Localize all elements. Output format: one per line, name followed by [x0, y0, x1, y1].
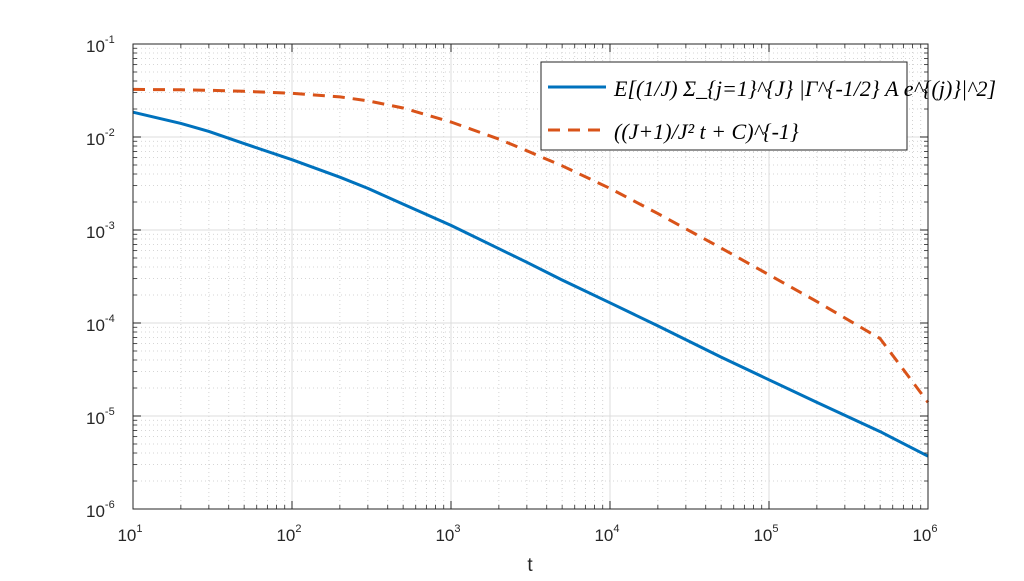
y-tick-label: 10-4 [86, 313, 115, 335]
y-tick-exponent: -4 [105, 313, 115, 325]
legend-box [540, 61, 908, 151]
y-tick-exponent: -3 [105, 220, 115, 232]
x-tick-exponent: 3 [454, 523, 460, 535]
y-tick-labels: 10-1 10-2 10-3 10-4 10-5 10-6 [86, 34, 115, 521]
y-tick-exponent: -1 [105, 34, 115, 46]
x-tick-label: 104 [594, 523, 619, 545]
y-tick-label: 10-2 [86, 127, 115, 149]
x-tick-exponent: 6 [931, 523, 937, 535]
y-tick-label: 10-6 [86, 499, 115, 521]
y-tick-exponent: -2 [105, 127, 115, 139]
x-tick-label: 105 [753, 523, 778, 545]
y-tick-label: 10-1 [86, 34, 115, 56]
legend-entry-1: E[(1/J) Σ_{j=1}^{J} |Γ^{-1/2} A e^{(j)}|… [613, 76, 996, 101]
series-layer [132, 87, 930, 458]
ticks-layer [132, 43, 929, 510]
x-tick-label: 101 [117, 523, 142, 545]
y-tick-exponent: -6 [105, 499, 115, 511]
series-1-line [132, 110, 929, 458]
y-tick-exponent: -5 [105, 406, 115, 418]
x-tick-exponent: 1 [136, 523, 142, 535]
y-tick-label: 10-3 [86, 220, 115, 242]
minor-grid [133, 44, 928, 509]
legend: E[(1/J) Σ_{j=1}^{J} |Γ^{-1/2} A e^{(j)}|… [540, 61, 996, 151]
x-tick-exponent: 2 [295, 523, 301, 535]
x-tick-exponent: 5 [772, 523, 778, 535]
x-tick-label: 106 [912, 523, 937, 545]
legend-entry-2: ((J+1)/J² t + C)^{-1} [614, 119, 799, 144]
series-2-line [132, 87, 930, 404]
plot-frame [132, 43, 929, 510]
x-tick-exponent: 4 [613, 523, 619, 535]
y-tick-label: 10-5 [86, 406, 115, 428]
x-tick-labels: 101 102 103 104 105 106 [117, 523, 937, 545]
x-tick-label: 103 [435, 523, 460, 545]
x-tick-label: 102 [276, 523, 301, 545]
x-axis-title: t [527, 555, 533, 576]
